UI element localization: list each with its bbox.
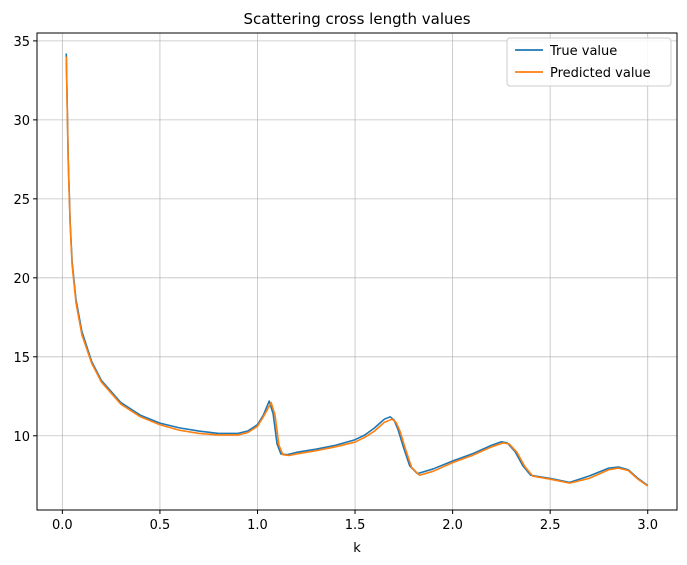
- legend: True value Predicted value: [506, 37, 672, 87]
- y-axis-ticks: 10 15 20 25 30 35: [13, 35, 37, 445]
- grid-lines: [37, 33, 677, 510]
- x-tick-label: 2.0: [442, 518, 463, 533]
- chart-title: Scattering cross length values: [243, 10, 470, 28]
- x-axis-label: k: [353, 541, 361, 556]
- x-tick-label: 0.0: [52, 518, 73, 533]
- y-tick-label: 10: [13, 430, 30, 445]
- series-line-true-value: [65, 53, 649, 487]
- x-tick-label: 1.5: [345, 518, 366, 533]
- x-tick-label: 0.5: [150, 518, 171, 533]
- series-layer: [65, 53, 649, 487]
- y-tick-label: 35: [13, 35, 30, 50]
- series-line-predicted-value: [65, 56, 649, 487]
- y-tick-label: 20: [13, 272, 30, 287]
- legend-label-true-value: True value: [549, 44, 617, 59]
- y-tick-label: 25: [13, 193, 30, 208]
- y-tick-label: 30: [13, 114, 30, 129]
- x-tick-label: 3.0: [637, 518, 658, 533]
- legend-label-predicted-value: Predicted value: [550, 66, 651, 81]
- x-axis-ticks: 0.0 0.5 1.0 1.5 2.0 2.5 3.0: [52, 510, 658, 533]
- legend-box: [506, 37, 672, 87]
- x-tick-label: 2.5: [540, 518, 561, 533]
- x-tick-label: 1.0: [247, 518, 268, 533]
- y-tick-label: 15: [13, 351, 30, 366]
- plot-area-frame: [36, 32, 678, 511]
